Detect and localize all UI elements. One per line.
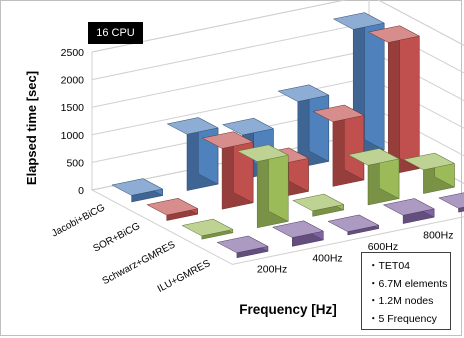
note-element-count: ・6.7M elements: [368, 277, 448, 290]
bar-ilu-gmres-800hz: [382, 198, 435, 224]
z-tick-label-1000: 1000: [61, 130, 85, 142]
bar-top-face: [271, 220, 325, 238]
bar-top-face: [146, 198, 199, 216]
bar-top-face: [367, 25, 421, 43]
series-label-sor-bicg: SOR+BiCG: [92, 221, 143, 255]
note-frequency-count: ・5 Frequency: [368, 312, 437, 325]
bar-front-face: [458, 206, 464, 213]
bar-top-face: [312, 104, 365, 123]
bar-top-face: [221, 117, 275, 136]
x-tick-label-600hz: 600Hz: [368, 241, 398, 253]
bar-top-face: [166, 117, 219, 135]
bar-schwarz-gmres-600hz: [292, 193, 345, 217]
bar-ilu-gmres-200hz: [216, 235, 269, 259]
bar-top-face: [438, 192, 464, 209]
gridline-2500: [91, 0, 464, 53]
bar-top-face: [111, 178, 164, 196]
bar-top-face: [236, 144, 289, 162]
bar-ilu-gmres-400hz: [271, 220, 325, 247]
bar-schwarz-gmres-1000hz: [402, 152, 456, 194]
bar-top-face: [347, 148, 400, 166]
note-node-count: ・1.2M nodes: [368, 295, 434, 307]
bar-schwarz-gmres-400hz: [236, 144, 289, 229]
bar-top-face: [201, 131, 254, 149]
bar-jacobi-bicg-400hz: [166, 117, 219, 191]
x-tick-label-200hz: 200Hz: [257, 264, 287, 276]
bar-side-face: [399, 25, 420, 170]
series-label-ilu-gmres: ILU+GMRES: [156, 258, 213, 295]
bar-top-face: [332, 12, 385, 30]
cpu-count-badge: 16 CPU: [88, 22, 143, 44]
bar-schwarz-gmres-800hz: [347, 148, 400, 206]
bar-jacobi-bicg-200hz: [111, 178, 164, 203]
x-axis-title: Frequency [Hz]: [239, 302, 337, 317]
z-tick-label-500: 500: [66, 157, 84, 169]
bar-schwarz-gmres-200hz: [181, 218, 234, 240]
z-tick-label-0: 0: [78, 185, 84, 197]
chart-bars: [111, 12, 464, 259]
bar-top-face: [382, 198, 435, 216]
bar-ilu-gmres-1000hz: [438, 192, 464, 213]
bar-top-face: [181, 218, 234, 237]
bar-top-face: [292, 193, 345, 212]
z-tick-label-2500: 2500: [61, 47, 85, 59]
bar-sor-bicg-200hz: [146, 197, 199, 221]
chart-walls: [90, 0, 464, 265]
bar-sor-bicg-1000hz: [367, 25, 421, 176]
note-mesh-type: ・TET04: [368, 260, 411, 272]
z-tick-label-2000: 2000: [61, 75, 85, 87]
bar-ilu-gmres-600hz: [327, 214, 380, 236]
x-tick-label-800hz: 800Hz: [423, 230, 453, 242]
bar-sor-bicg-800hz: [312, 104, 365, 187]
series-label-jacobi-bicg: Jacobi+BiCG: [50, 202, 107, 239]
notes-box: ・TET04 ・6.7M elements ・1.2M nodes ・5 Fre…: [361, 252, 451, 330]
bar-top-face: [216, 235, 269, 254]
y-axis-title: Elapsed time [sec]: [24, 71, 39, 185]
bar-top-face: [402, 152, 456, 171]
bar-top-face: [277, 84, 330, 102]
x-tick-label-400hz: 400Hz: [312, 252, 342, 264]
z-tick-label-1500: 1500: [61, 102, 85, 114]
bar-top-face: [327, 214, 380, 232]
